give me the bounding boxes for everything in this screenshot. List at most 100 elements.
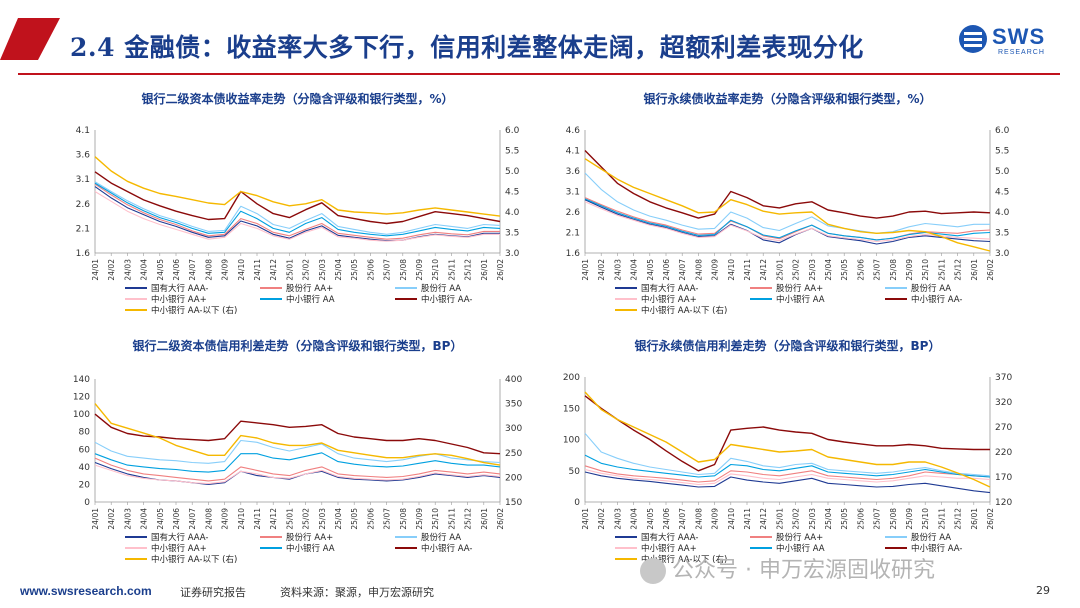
x-tick-label: 25/01 — [775, 508, 784, 530]
chart-perpetual-spread: 银行永续债信用利差走势（分隐含评级和银行类型，BP） 0 50 100 150 200 12… — [563, 338, 1013, 565]
x-tick-label: 25/07 — [383, 259, 392, 281]
x-tick-label: 26/02 — [986, 508, 995, 530]
x-tick-label: 24/10 — [727, 508, 736, 530]
y-tick-label: 1.6 — [566, 249, 581, 259]
y-tick-label: 1.6 — [76, 249, 91, 259]
y2-tick-label: 400 — [505, 375, 522, 385]
x-tick-label: 24/09 — [711, 508, 720, 530]
x-tick-label: 25/11 — [937, 508, 946, 530]
x-tick-label: 25/03 — [318, 259, 327, 281]
legend-label: 中小银行 AA-以下 (右) — [151, 305, 237, 316]
watermark-text: 公众号 · 申万宏源固收研究 — [672, 558, 935, 583]
legend-label: 股份行 AA+ — [776, 532, 823, 543]
x-tick-label: 24/05 — [156, 508, 165, 530]
legend-label: 中小银行 AA- — [421, 294, 472, 305]
logo-subtext: RESEARCH — [998, 49, 1045, 56]
y2-tick-label: 6.0 — [995, 126, 1010, 136]
y2-tick-label: 3.5 — [505, 229, 519, 239]
series-line-5 — [94, 452, 501, 473]
wechat-icon — [640, 558, 666, 584]
x-tick-label: 26/02 — [496, 259, 505, 281]
legend-label: 中小银行 AA-以下 (右) — [641, 305, 727, 316]
y-tick-label: 2.6 — [566, 208, 581, 218]
x-tick-label: 25/10 — [921, 508, 930, 530]
legend-label: 中小银行 AA- — [911, 294, 962, 305]
y2-tick-label: 5.0 — [505, 167, 520, 177]
slide-footer: www.swsresearch.com 证券研究报告 资料来源：聚源，申万宏源研… — [0, 578, 1080, 608]
legend-label: 中小银行 AA-以下 (右) — [641, 554, 727, 565]
x-tick-label: 25/08 — [399, 508, 408, 530]
y-tick-label: 60 — [79, 445, 91, 455]
x-tick-label: 24/10 — [237, 508, 246, 530]
legend-label: 中小银行 AA- — [421, 543, 472, 554]
series-line-2 — [94, 457, 501, 482]
y2-tick-label: 120 — [995, 498, 1012, 508]
x-tick-label: 24/01 — [581, 508, 590, 530]
y2-tick-label: 220 — [995, 448, 1012, 458]
x-tick-label: 26/02 — [986, 259, 995, 281]
y2-tick-label: 350 — [505, 400, 522, 410]
series-line-2 — [94, 183, 500, 240]
series-line-4 — [94, 191, 500, 242]
slide-header: 2.4 金融债：收益率大多下行，信用利差整体走阔，超额利差表现分化 SWS RE… — [0, 0, 1080, 78]
x-tick-label: 24/04 — [140, 508, 149, 530]
x-tick-label: 25/02 — [302, 259, 311, 281]
y-tick-label: 4.1 — [76, 126, 90, 136]
legend-label: 股份行 AA — [421, 532, 461, 543]
x-tick-label: 24/08 — [694, 259, 703, 281]
x-tick-label: 25/09 — [415, 508, 424, 530]
legend-label: 中小银行 AA-以下 (右) — [151, 554, 237, 565]
x-tick-label: 26/01 — [970, 508, 979, 530]
y-tick-label: 3.1 — [566, 188, 580, 198]
x-tick-label: 24/01 — [581, 259, 590, 281]
y-tick-label: 50 — [569, 467, 581, 477]
x-tick-label: 25/12 — [464, 508, 473, 530]
series-line-7 — [94, 156, 501, 217]
y-tick-label: 0 — [84, 498, 90, 508]
series-line-6 — [584, 150, 991, 219]
y2-tick-label: 4.0 — [505, 208, 520, 218]
y-tick-label: 20 — [79, 480, 91, 490]
series-line-3 — [94, 439, 501, 464]
x-tick-label: 25/12 — [954, 259, 963, 281]
x-tick-label: 24/07 — [678, 508, 687, 530]
slide-title: 2.4 金融债：收益率大多下行，信用利差整体走阔，超额利差表现分化 — [70, 33, 864, 62]
x-tick-label: 24/09 — [221, 508, 230, 530]
x-tick-label: 25/01 — [285, 508, 294, 530]
x-tick-label: 25/02 — [792, 508, 801, 530]
y-tick-label: 2.6 — [76, 200, 91, 210]
x-tick-label: 24/09 — [221, 259, 230, 281]
legend-label: 国有大行 AAA- — [151, 532, 209, 543]
x-tick-label: 25/12 — [464, 259, 473, 281]
x-tick-label: 24/05 — [646, 259, 655, 281]
x-tick-label: 25/10 — [431, 508, 440, 530]
chart-perpetual-yield: 银行永续债收益率走势（分隐含评级和银行类型，%） 1.6 2.1 2.6 3.1 3.6 4… — [566, 91, 1010, 316]
series-line-7 — [584, 158, 991, 252]
x-tick-label: 25/10 — [921, 259, 930, 281]
x-tick-label: 25/03 — [318, 508, 327, 530]
logo-text: SWS — [992, 24, 1046, 49]
legend-label: 股份行 AA+ — [286, 283, 333, 294]
x-tick-label: 24/07 — [188, 508, 197, 530]
x-tick-label: 24/11 — [253, 259, 262, 281]
series-line-4 — [94, 464, 501, 485]
x-tick-label: 24/01 — [91, 508, 100, 530]
x-tick-label: 24/04 — [630, 508, 639, 530]
y2-tick-label: 3.0 — [995, 249, 1010, 259]
legend-label: 中小银行 AA — [286, 543, 335, 554]
legend-label: 股份行 AA+ — [776, 283, 823, 294]
x-tick-label: 25/07 — [873, 508, 882, 530]
legend-label: 中小银行 AA — [776, 543, 825, 554]
x-tick-label: 24/03 — [123, 259, 132, 281]
chart-title: 银行永续债收益率走势（分隐含评级和银行类型，%） — [643, 91, 931, 106]
x-tick-label: 24/02 — [107, 259, 116, 281]
x-tick-label: 25/05 — [350, 259, 359, 281]
x-tick-label: 25/10 — [431, 259, 440, 281]
x-tick-label: 24/04 — [630, 259, 639, 281]
x-tick-label: 25/11 — [447, 259, 456, 281]
y-tick-label: 2.1 — [76, 224, 90, 234]
footer-url[interactable]: www.swsresearch.com — [20, 584, 152, 598]
x-tick-label: 24/09 — [711, 259, 720, 281]
x-tick-label: 24/10 — [727, 259, 736, 281]
legend-label: 中小银行 AA+ — [151, 294, 207, 305]
